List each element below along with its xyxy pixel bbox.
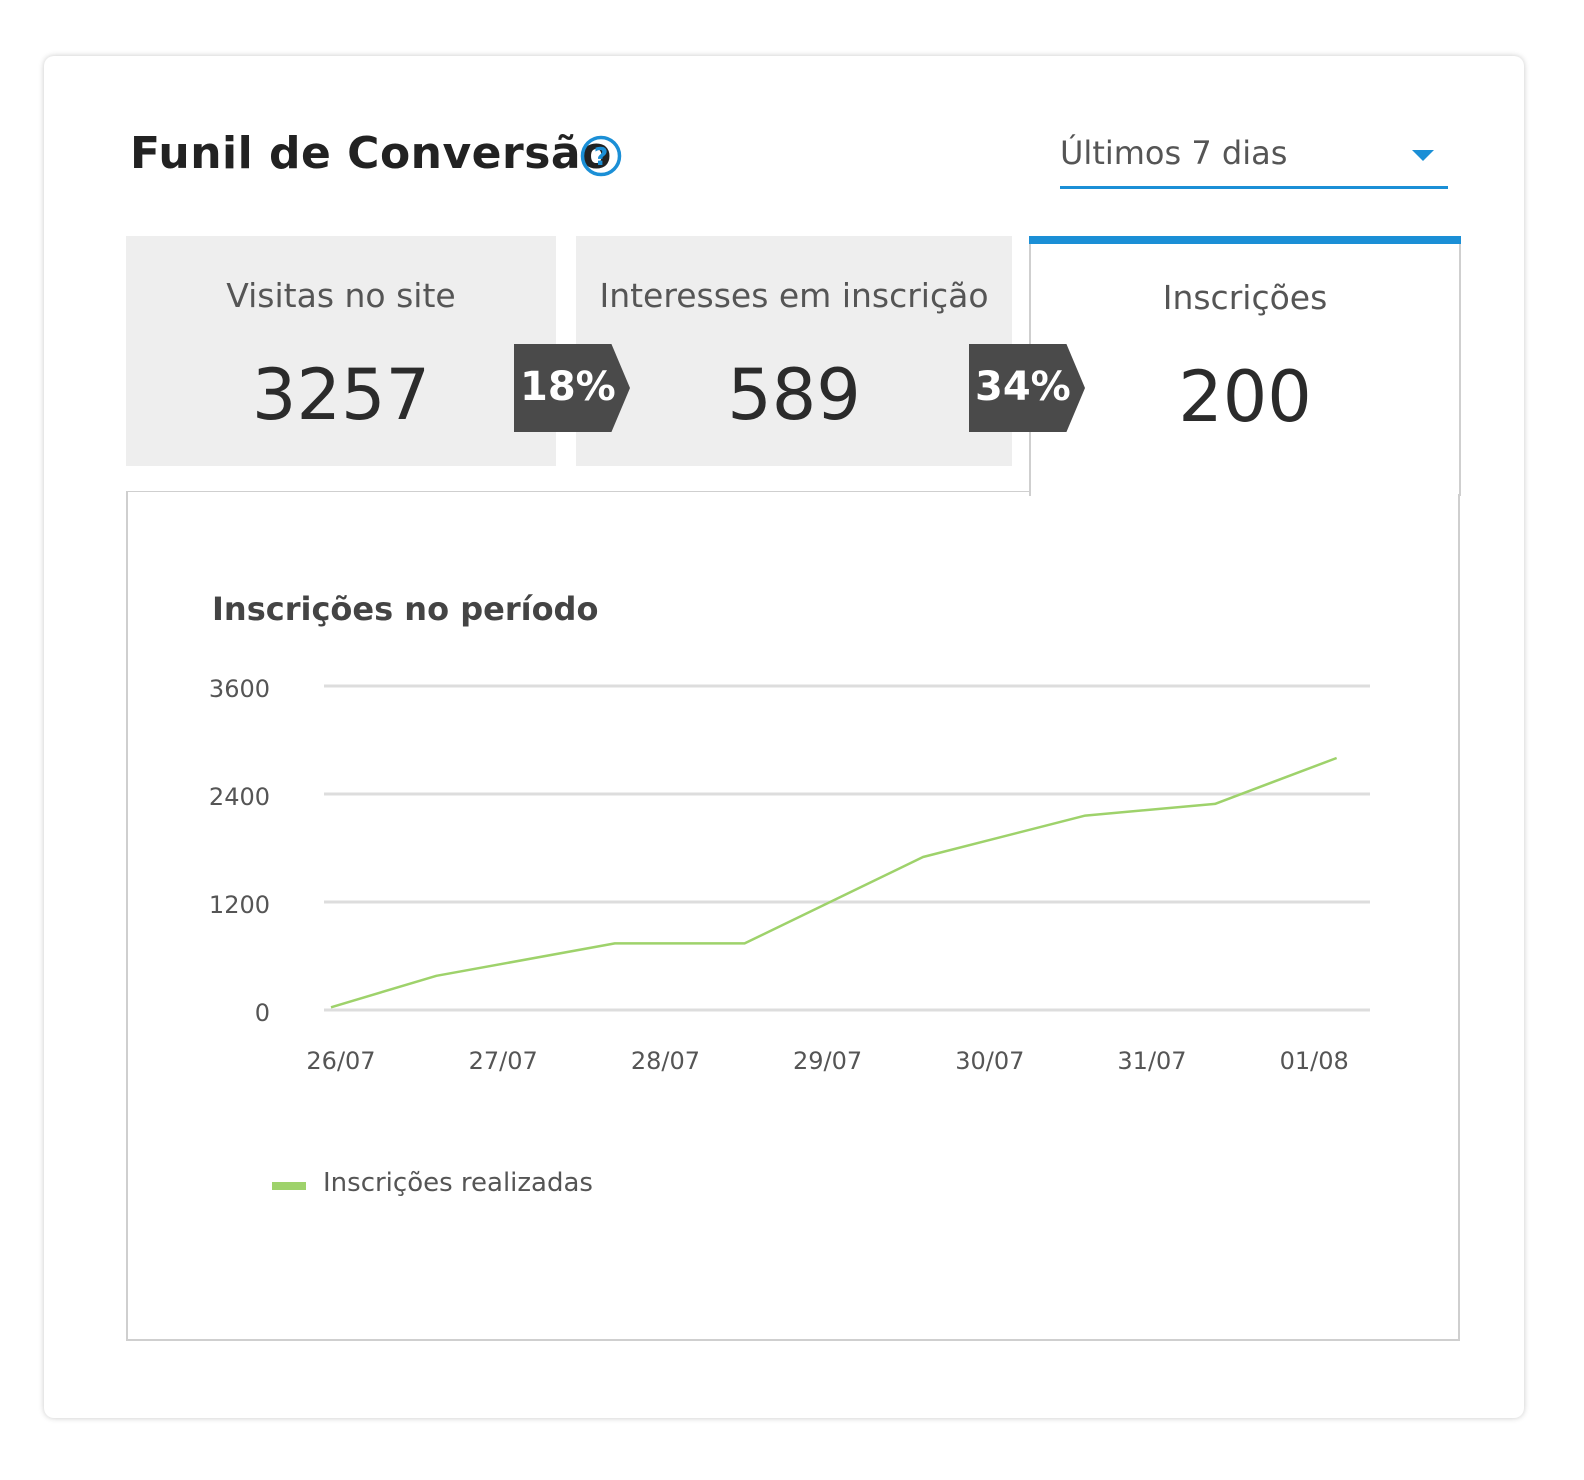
conversion-rate-value: 34% bbox=[975, 364, 1071, 410]
y-tick-label: 2400 bbox=[209, 783, 270, 811]
y-tick-label: 0 bbox=[255, 999, 270, 1027]
chart-panel bbox=[126, 492, 1460, 1341]
funnel-stage-interests[interactable]: Interesses em inscrição 589 bbox=[576, 236, 1012, 466]
funnel-stage-site-visits[interactable]: Visitas no site 3257 bbox=[126, 236, 556, 466]
funnel-stage-label: Visitas no site bbox=[226, 276, 456, 315]
page-title: Funil de Conversão bbox=[130, 128, 612, 179]
funnel-stage-label: Interesses em inscrição bbox=[599, 276, 989, 315]
x-tick-label: 29/07 bbox=[793, 1047, 862, 1075]
x-tick-label: 31/07 bbox=[1117, 1047, 1186, 1075]
legend-label: Inscrições realizadas bbox=[323, 1168, 593, 1198]
x-tick-label: 28/07 bbox=[631, 1047, 700, 1075]
legend-swatch bbox=[272, 1182, 306, 1190]
conversion-rate-badge: 18% bbox=[514, 344, 630, 432]
y-tick-label: 3600 bbox=[209, 675, 270, 703]
conversion-rate-value: 18% bbox=[520, 364, 616, 410]
funnel-stage-value: 589 bbox=[727, 354, 861, 436]
period-select-value: Últimos 7 dias bbox=[1060, 134, 1288, 172]
funnel-stage-registrations[interactable]: Inscrições 200 bbox=[1030, 238, 1460, 494]
series-line-inscricoes bbox=[330, 756, 1338, 1009]
chart-title: Inscrições no período bbox=[212, 590, 599, 628]
active-tab-indicator bbox=[1029, 236, 1461, 244]
x-tick-label: 27/07 bbox=[469, 1047, 538, 1075]
x-tick-label: 01/08 bbox=[1280, 1047, 1349, 1075]
active-tab-border-right bbox=[1459, 236, 1461, 496]
period-select[interactable]: Últimos 7 dias bbox=[1060, 126, 1448, 189]
x-tick-label: 26/07 bbox=[306, 1047, 375, 1075]
funnel-stage-value: 3257 bbox=[251, 354, 431, 436]
funnel-stage-value: 200 bbox=[1178, 356, 1312, 438]
svg-text:?: ? bbox=[594, 142, 609, 171]
y-tick-label: 1200 bbox=[209, 891, 270, 919]
x-tick-label: 30/07 bbox=[955, 1047, 1024, 1075]
caret-down-icon bbox=[1412, 150, 1434, 161]
conversion-rate-badge: 34% bbox=[969, 344, 1085, 432]
help-icon[interactable]: ? bbox=[580, 135, 622, 177]
funnel-stage-label: Inscrições bbox=[1162, 278, 1328, 317]
